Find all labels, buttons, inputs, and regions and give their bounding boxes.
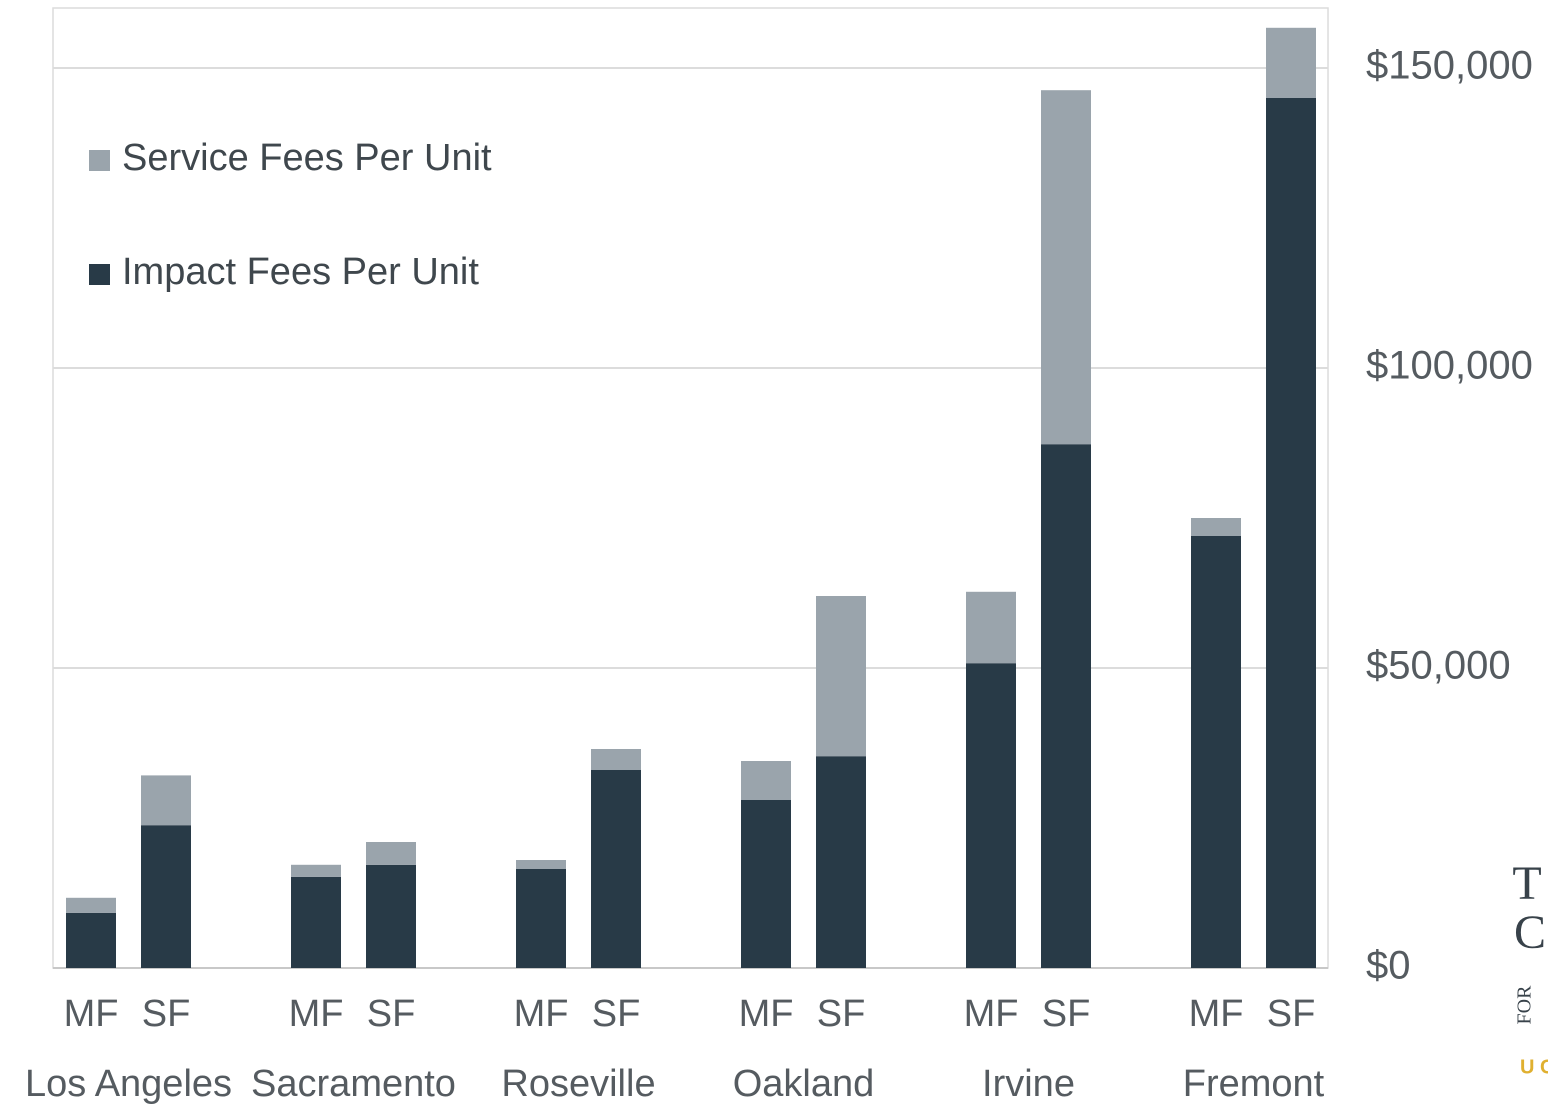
bar-segment	[66, 897, 116, 913]
logo-text: FOR	[1514, 985, 1536, 1025]
bar-segment	[966, 663, 1016, 968]
bar-segment	[1266, 98, 1316, 968]
x-tick-label: SF	[817, 993, 866, 1035]
group-label: Los Angeles	[25, 1063, 232, 1105]
x-tick-label: MF	[64, 993, 119, 1035]
x-tick-label: MF	[964, 993, 1019, 1035]
bar-segment	[291, 876, 341, 968]
bar-segment	[141, 775, 191, 826]
bar-segment	[66, 912, 116, 968]
legend-label: Impact Fees Per Unit	[122, 251, 479, 293]
x-tick-label: MF	[739, 993, 794, 1035]
x-tick-label: MF	[289, 993, 344, 1035]
x-tick-label: MF	[514, 993, 569, 1035]
bar-segment	[366, 864, 416, 968]
logo-text: U C	[1520, 1056, 1548, 1078]
group-label: Roseville	[501, 1063, 655, 1105]
y-tick-label: $50,000	[1366, 644, 1511, 688]
legend-label: Service Fees Per Unit	[122, 137, 492, 179]
y-tick-label: $0	[1366, 944, 1411, 988]
bar-segment	[1041, 90, 1091, 445]
bar-segment	[1191, 536, 1241, 968]
bar-segment	[516, 860, 566, 869]
legend-swatch	[89, 150, 110, 171]
bar-segment	[741, 800, 791, 968]
bar-segment	[366, 842, 416, 865]
bar-segment	[591, 770, 641, 968]
x-tick-label: SF	[367, 993, 416, 1035]
bar-segment	[1041, 444, 1091, 968]
bar-segment	[516, 869, 566, 968]
legend-swatch	[89, 264, 110, 285]
logo-text: T	[1512, 857, 1541, 910]
group-label: Sacramento	[251, 1063, 456, 1105]
group-label: Fremont	[1183, 1063, 1325, 1105]
x-tick-label: SF	[592, 993, 641, 1035]
y-tick-label: $100,000	[1366, 344, 1533, 388]
x-tick-label: SF	[1267, 993, 1316, 1035]
bar-segment	[1266, 27, 1316, 98]
bar-segment	[1191, 518, 1241, 536]
bar-segment	[966, 591, 1016, 664]
bar-segment	[741, 761, 791, 800]
group-label: Irvine	[982, 1063, 1075, 1105]
x-tick-label: SF	[1042, 993, 1091, 1035]
bar-segment	[816, 756, 866, 968]
group-label: Oakland	[733, 1063, 875, 1105]
bar-segment	[291, 864, 341, 877]
bar-segment	[141, 825, 191, 968]
x-tick-label: SF	[142, 993, 191, 1035]
y-tick-label: $150,000	[1366, 44, 1533, 88]
logo-text: C	[1514, 906, 1546, 959]
bar-segment	[816, 596, 866, 757]
bar-segment	[591, 749, 641, 770]
x-tick-label: MF	[1189, 993, 1244, 1035]
